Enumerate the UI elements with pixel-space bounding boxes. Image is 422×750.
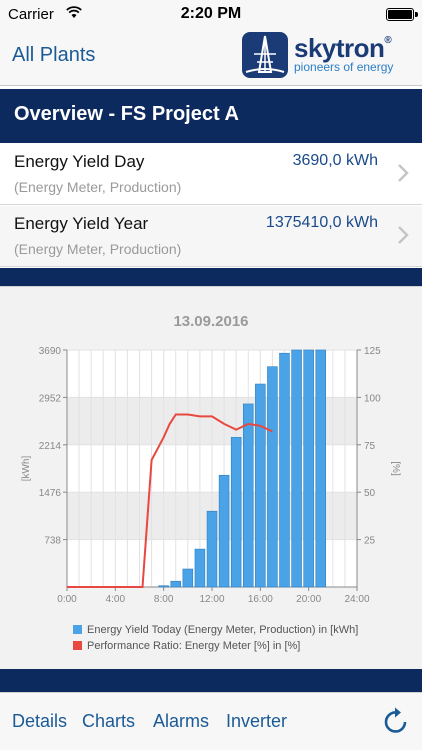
x-tick-label: 0:00 <box>57 594 77 605</box>
y-right-tick-label: 25 <box>364 536 376 547</box>
y-left-axis-label: [kWh] <box>21 456 32 482</box>
page-title: Overview - FS Project A <box>14 103 239 125</box>
navigation-bar: All Plants skytron® pioneers of energy <box>0 30 422 86</box>
y-right-axis-label: [%] <box>390 461 401 476</box>
logo-name: skytron <box>294 33 385 63</box>
y-left-tick-label: 3690 <box>39 346 62 357</box>
logo-registered-mark: ® <box>384 35 392 47</box>
energy-yield-bar <box>291 349 302 588</box>
energy-yield-bar <box>230 437 242 588</box>
y-left-tick-label: 2952 <box>39 393 62 404</box>
chart-panel: 13.09.2016 738 1476 2214 2952 3690 25 50 75 100 1… <box>0 286 422 669</box>
row-subtitle: (Energy Meter, Production) <box>14 179 182 195</box>
row-value: 3690,0 kWh <box>292 152 378 169</box>
y-right-tick-label: 125 <box>364 346 381 357</box>
battery-icon <box>386 8 418 21</box>
energy-yield-bar <box>303 349 314 588</box>
energy-yield-bar <box>158 585 169 588</box>
tab-bar: Details Charts Alarms Inverter <box>0 692 422 750</box>
row-value: 1375410,0 kWh <box>265 214 378 231</box>
energy-yield-bar <box>218 474 230 588</box>
wifi-icon <box>66 6 82 18</box>
energy-yield-bar <box>182 568 194 588</box>
chevron-right-icon <box>398 226 409 244</box>
energy-yield-bar <box>315 349 327 588</box>
x-tick-label: 24:00 <box>344 594 369 605</box>
bottom-divider <box>0 669 422 692</box>
tab-inverter[interactable]: Inverter <box>226 711 288 731</box>
x-tick-label: 8:00 <box>154 594 174 605</box>
tab-alarms[interactable]: Alarms <box>153 711 210 731</box>
energy-yield-bar <box>170 580 182 588</box>
x-tick-label: 16:00 <box>248 594 273 605</box>
y-left-tick-label: 1476 <box>39 488 62 499</box>
energy-yield-bar <box>255 383 266 588</box>
performance-ratio-line <box>67 413 273 588</box>
row-label: Energy Yield Year <box>14 214 149 233</box>
tab-charts[interactable]: Charts <box>82 711 136 731</box>
y-left-tick-label: 2214 <box>39 441 62 452</box>
energy-yield-year-row[interactable]: Energy Yield Year (Energy Meter, Product… <box>0 206 422 267</box>
legend-swatch <box>73 641 82 650</box>
skytron-logo-mark-icon <box>242 32 288 78</box>
y-right-tick-label: 50 <box>364 488 376 499</box>
section-header: Overview - FS Project A <box>0 89 422 143</box>
logo-wordmark: skytron® <box>294 33 392 64</box>
energy-yield-bar <box>194 548 206 588</box>
energy-yield-day-row[interactable]: Energy Yield Day (Energy Meter, Producti… <box>0 144 422 205</box>
section-divider <box>0 268 422 286</box>
status-bar: Carrier 2:20 PM <box>0 0 422 30</box>
tab-details[interactable]: Details <box>12 711 68 731</box>
energy-yield-bar <box>267 366 278 588</box>
legend-label: Performance Ratio: Energy Meter [%] in [… <box>87 640 300 652</box>
carrier-label: Carrier <box>8 6 54 23</box>
energy-yield-bar <box>279 352 290 588</box>
energy-yield-bar <box>242 403 254 588</box>
logo-tagline: pioneers of energy <box>294 60 394 74</box>
x-tick-label: 4:00 <box>106 594 126 605</box>
skytron-logo: skytron® pioneers of energy <box>242 30 414 80</box>
all-plants-button[interactable]: All Plants <box>12 44 96 66</box>
legend-label: Energy Yield Today (Energy Meter, Produc… <box>87 624 358 636</box>
legend-swatch <box>73 625 82 634</box>
y-right-tick-label: 100 <box>364 393 381 404</box>
energy-chart: 738 1476 2214 2952 3690 25 50 75 100 125 0:00 4:00 8… <box>21 346 401 652</box>
y-right-tick-label: 75 <box>364 441 376 452</box>
y-left-tick-label: 738 <box>44 536 61 547</box>
chart-title: 13.09.2016 <box>173 313 249 330</box>
refresh-icon[interactable] <box>380 705 412 737</box>
row-subtitle: (Energy Meter, Production) <box>14 241 182 257</box>
row-label: Energy Yield Day <box>14 152 145 171</box>
x-tick-label: 12:00 <box>199 594 224 605</box>
status-time: 2:20 PM <box>180 5 242 22</box>
chevron-right-icon <box>398 164 409 182</box>
energy-yield-bar <box>206 510 218 588</box>
x-tick-label: 20:00 <box>296 594 321 605</box>
